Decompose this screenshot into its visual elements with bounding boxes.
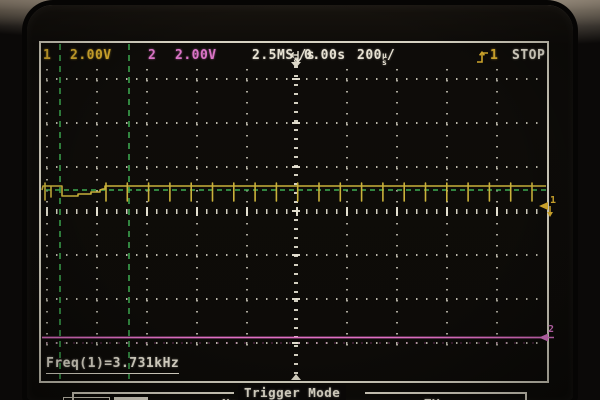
- acquisition-state: STOP: [512, 48, 546, 63]
- ch1-number: 1: [43, 48, 52, 63]
- delay-value: 0.00s: [304, 48, 346, 63]
- delay-reference-icon: [289, 49, 303, 68]
- crt-screen: [27, 5, 573, 400]
- vertical-axis-ticks: [293, 66, 299, 378]
- trigger-source: 1: [490, 48, 499, 63]
- menu-title: Trigger Mode: [238, 385, 347, 400]
- softkey-box-selected: [114, 397, 148, 400]
- menu-item-tv: TV: [424, 396, 440, 400]
- softkey-box: [63, 397, 110, 400]
- menu-header-line-left: [72, 392, 234, 400]
- menu-header-line-right: [365, 392, 527, 400]
- timebase: 200 µ s /: [357, 48, 396, 67]
- trigger-edge-icon: [476, 49, 489, 68]
- frequency-readout: Freq(1)=3.731kHz: [46, 356, 180, 374]
- ch1-scale: 2.00V: [70, 48, 112, 63]
- ch2-number: 2: [148, 48, 157, 63]
- ch2-scale: 2.00V: [175, 48, 217, 63]
